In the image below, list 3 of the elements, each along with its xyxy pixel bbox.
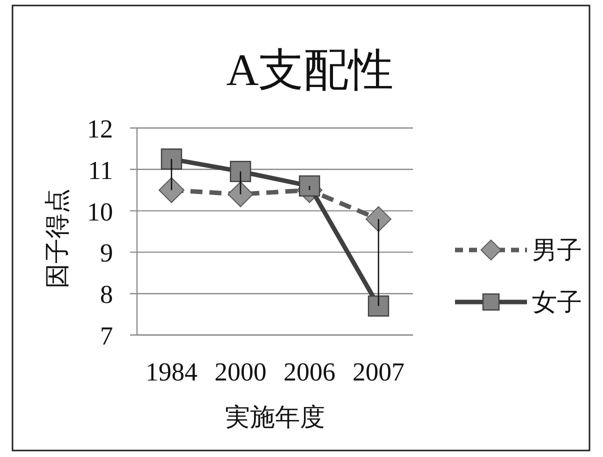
ylabel: 因子得点 [44,188,72,288]
xlabel: 実施年度 [225,404,325,432]
title: A支配性 [226,45,394,95]
